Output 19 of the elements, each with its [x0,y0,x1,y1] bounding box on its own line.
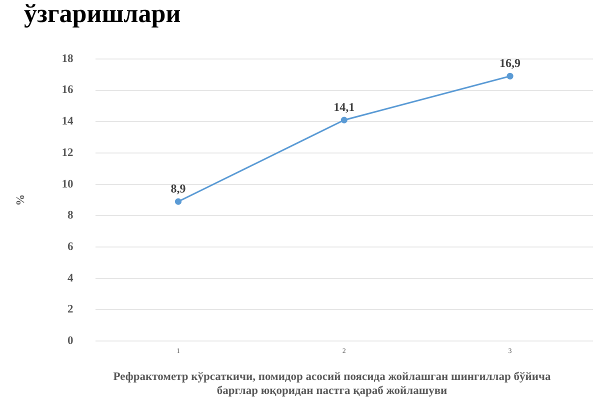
y-tick-label: 0 [68,335,74,348]
data-label: 14,1 [334,100,355,114]
y-tick-label: 16 [62,84,74,96]
y-tick-label: 2 [68,304,74,316]
y-tick-label: 4 [68,272,74,284]
data-label: 16,9 [500,56,521,70]
y-tick-label: 18 [62,52,74,65]
point [174,198,182,205]
y-tick-label: 8 [68,210,74,222]
y-axis-title: % [14,194,27,206]
chart-title: ўзгаришлари [24,0,181,28]
point [506,72,514,80]
y-tick-label: 14 [62,116,74,128]
y-tick-label: 6 [68,241,74,253]
y-tick-label: 12 [62,146,74,159]
y-tick-label: 10 [62,178,74,190]
x-axis-title: Рефрактометр кўрсаткичи, помидор асосий поясида жойлашган шингиллар бўйича барглар юқоридан пастга қараб жойлашуви [112,370,552,398]
data-label: 8,9 [170,182,186,196]
point [340,116,348,124]
